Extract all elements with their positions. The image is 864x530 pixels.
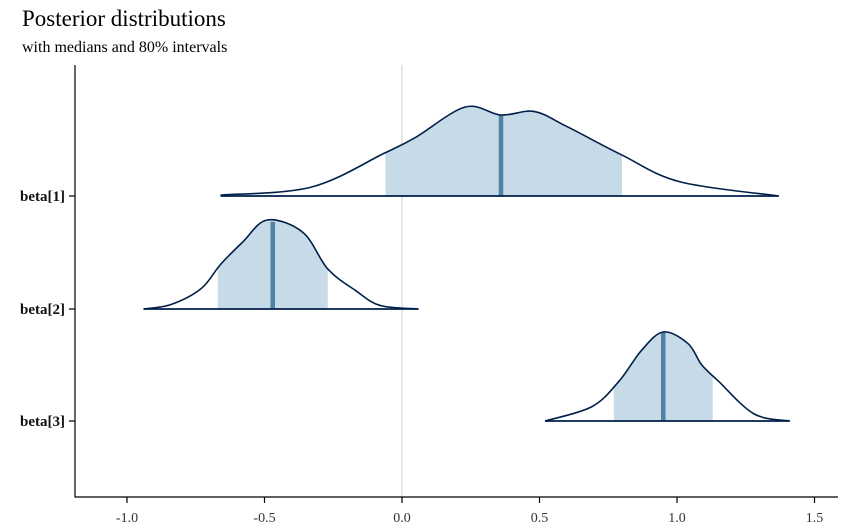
- x-tick-label: 0.0: [393, 511, 411, 526]
- x-tick-label: 1.5: [806, 511, 824, 526]
- y-tick-label: beta[1]: [20, 189, 65, 205]
- chart-subtitle: with medians and 80% intervals: [22, 39, 228, 56]
- interval-area: [385, 106, 622, 196]
- chart-title: Posterior distributions: [22, 6, 226, 31]
- interval-area: [613, 331, 713, 421]
- density-curve: [143, 218, 419, 310]
- y-tick-label: beta[2]: [20, 302, 65, 318]
- density-curve: [544, 331, 790, 422]
- x-tick-label: 0.5: [531, 511, 549, 526]
- density-curve: [220, 105, 779, 197]
- x-tick-label: 1.0: [668, 511, 686, 526]
- interval-area: [217, 219, 328, 309]
- x-tick-label: -0.5: [253, 511, 275, 526]
- x-tick-label: -1.0: [116, 511, 138, 526]
- y-tick-label: beta[3]: [20, 414, 65, 430]
